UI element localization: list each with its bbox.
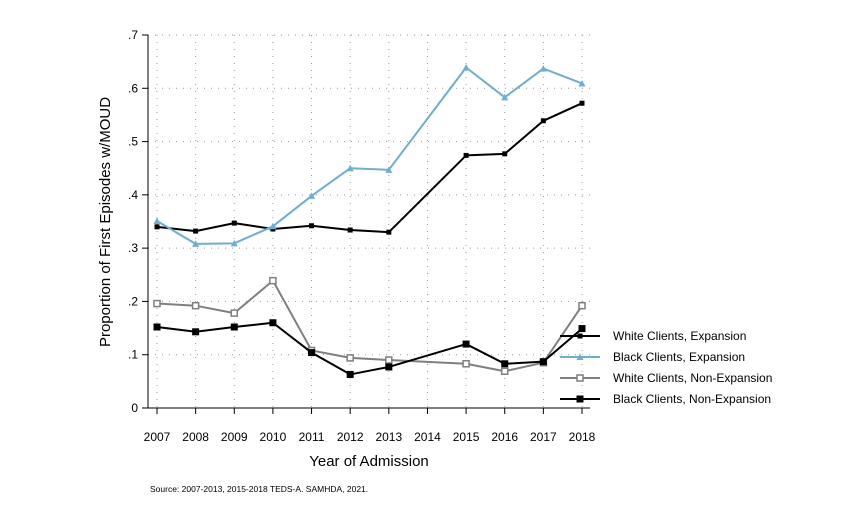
data-point-3-9: [539, 358, 547, 366]
data-point-1-3: [269, 222, 277, 230]
data-point-3-1: [192, 328, 200, 336]
data-point-1-4: [308, 192, 316, 199]
data-point-0-5: [347, 227, 353, 233]
y-tick-label-4: .4: [128, 188, 138, 202]
data-point-1-5: [346, 164, 354, 172]
data-point-2-1: [191, 301, 200, 310]
data-point-3-5: [346, 370, 354, 378]
data-point-2-2: [230, 309, 239, 317]
data-point-2-7: [462, 360, 470, 368]
data-point-3-0: [153, 323, 161, 331]
legend-swatch-marker-3: [576, 395, 584, 403]
x-axis-ticks: 2007 2008 2009 2010 2011 2012 2013 2014 2015 2016…: [144, 408, 596, 444]
data-point-3-8: [501, 360, 509, 368]
data-point-3-7: [462, 340, 470, 348]
legend-entry-0: White Clients, Expansion: [560, 329, 746, 343]
legend-label-1: Black Clients, Expansion: [613, 350, 745, 364]
data-point-0-4: [309, 223, 315, 229]
data-point-0-0: [154, 224, 160, 230]
legend-swatch-marker-1: [576, 353, 584, 360]
data-point-0-9: [540, 118, 546, 124]
data-point-0-7: [463, 152, 469, 158]
series-line-1: [156, 66, 583, 245]
y-tick-label-6: .6: [128, 81, 138, 95]
x-tick-label-8: 2015: [453, 430, 480, 444]
y-tick-label-0: 0: [131, 401, 138, 415]
legend-label-0: White Clients, Expansion: [613, 329, 746, 343]
data-point-2-3: [269, 276, 277, 285]
legend: White Clients, Expansion Black Clients, E…: [560, 329, 772, 406]
x-tick-label-6: 2013: [375, 430, 402, 444]
x-tick-label-0: 2007: [144, 430, 171, 444]
data-point-3-3: [269, 319, 277, 327]
x-tick-label-9: 2016: [491, 430, 518, 444]
data-point-1-1: [192, 240, 200, 247]
series-line-0: [156, 102, 583, 234]
x-tick-label-5: 2012: [337, 430, 364, 444]
series-group: [153, 64, 586, 378]
series-line-2: [156, 279, 583, 373]
data-point-0-8: [502, 151, 508, 157]
data-point-1-8: [501, 93, 509, 101]
data-point-1-0: [153, 217, 161, 224]
data-point-2-5: [346, 354, 354, 362]
data-point-1-7: [462, 64, 470, 71]
axes: [147, 35, 590, 409]
x-axis-label: Year of Admission: [309, 453, 429, 470]
source-note: Source: 2007-2013, 2015-2018 TEDS-A. SAM…: [150, 484, 368, 494]
legend-entry-2: White Clients, Non-Expansion: [560, 371, 772, 385]
data-point-1-9: [539, 65, 547, 72]
data-point-0-2: [231, 220, 237, 226]
x-tick-label-2: 2009: [221, 430, 248, 444]
series-1: [153, 64, 586, 247]
data-point-2-10: [578, 301, 586, 310]
series-line-3: [156, 321, 583, 376]
x-tick-label-10: 2017: [530, 430, 557, 444]
x-tick-label-7: 2014: [414, 430, 441, 444]
grid-lines: [148, 34, 590, 408]
series-0: [154, 100, 585, 235]
legend-entry-3: Black Clients, Non-Expansion: [560, 392, 771, 406]
y-axis-label: Proportion of First Episodes w/MOUD: [97, 97, 114, 347]
y-axis-ticks: 0 .1 .2 .3 .4 .5 .6 .7: [128, 28, 148, 415]
data-point-2-0: [153, 299, 161, 308]
legend-swatch-marker-2: [576, 374, 584, 382]
y-tick-label-5: .5: [128, 135, 138, 149]
y-tick-label-7: .7: [128, 28, 138, 42]
y-tick-label-3: .3: [128, 241, 138, 255]
data-point-0-1: [193, 228, 199, 234]
x-tick-label-11: 2018: [569, 430, 596, 444]
legend-swatch-marker-0: [577, 333, 583, 339]
x-tick-label-3: 2010: [260, 430, 287, 444]
y-tick-label-1: .1: [128, 348, 138, 362]
data-point-2-6: [385, 356, 393, 364]
data-point-0-10: [579, 100, 585, 106]
data-point-1-10: [578, 79, 586, 87]
data-point-3-2: [230, 323, 238, 331]
y-tick-label-2: .2: [128, 294, 138, 308]
legend-label-3: Black Clients, Non-Expansion: [613, 392, 771, 406]
data-point-3-4: [308, 349, 316, 357]
x-tick-label-4: 2011: [299, 430, 325, 444]
data-point-3-6: [385, 363, 393, 371]
x-tick-label-1: 2008: [182, 430, 209, 444]
data-point-2-8: [500, 367, 509, 375]
series-2: [153, 276, 586, 375]
data-point-0-6: [386, 229, 392, 235]
data-point-1-6: [385, 166, 393, 173]
legend-entry-1: Black Clients, Expansion: [560, 350, 745, 364]
series-3: [153, 319, 586, 378]
data-point-3-10: [578, 325, 586, 333]
data-point-1-2: [230, 239, 238, 247]
legend-label-2: White Clients, Non-Expansion: [613, 371, 772, 385]
